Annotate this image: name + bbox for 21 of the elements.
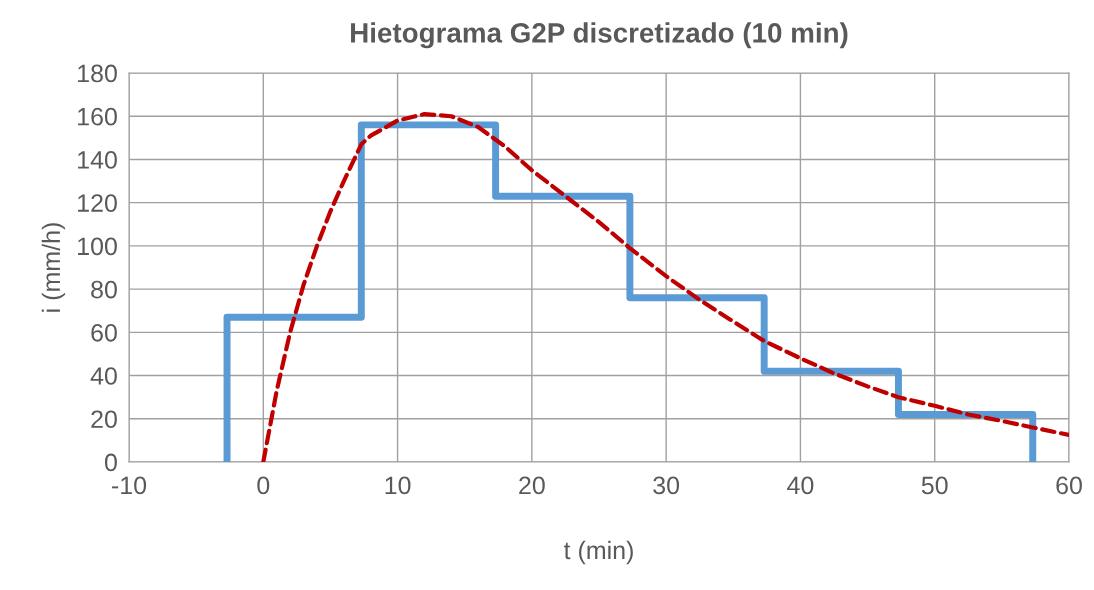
y-axis-title: i (mm/h) bbox=[41, 223, 66, 312]
y-tick-label: 140 bbox=[78, 151, 117, 169]
x-tick-label: 60 bbox=[1056, 476, 1082, 495]
x-tick-label: 40 bbox=[787, 476, 814, 495]
x-tick-label: 10 bbox=[385, 476, 411, 495]
y-tick-label: 100 bbox=[78, 237, 117, 256]
y-tick-label: 180 bbox=[78, 64, 117, 83]
x-tick-label: 0 bbox=[257, 476, 270, 495]
x-tick-label: 50 bbox=[921, 476, 948, 495]
y-tick-label: 120 bbox=[78, 194, 117, 212]
x-tick-label: -10 bbox=[112, 476, 147, 495]
x-tick-label: 20 bbox=[519, 476, 545, 495]
x-tick-label: 30 bbox=[653, 476, 680, 495]
y-tick-label: 0 bbox=[104, 453, 117, 472]
y-tick-label: 80 bbox=[91, 280, 117, 299]
chart-title: Hietograma G2P discretizado (10 min) bbox=[351, 22, 848, 49]
y-tick-label: 160 bbox=[78, 107, 117, 126]
y-tick-label: 60 bbox=[91, 323, 117, 342]
x-axis-title: t (min) bbox=[563, 540, 633, 565]
y-tick-label: 20 bbox=[91, 410, 117, 429]
y-tick-label: 40 bbox=[90, 367, 117, 385]
